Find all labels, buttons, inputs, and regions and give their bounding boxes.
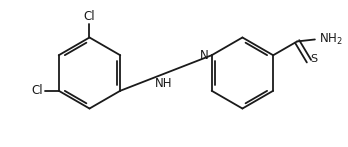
Text: NH$_2$: NH$_2$ xyxy=(319,32,343,47)
Text: S: S xyxy=(310,54,317,64)
Text: NH: NH xyxy=(155,77,173,90)
Text: Cl: Cl xyxy=(31,84,43,97)
Text: N: N xyxy=(200,49,209,62)
Text: Cl: Cl xyxy=(84,10,95,23)
